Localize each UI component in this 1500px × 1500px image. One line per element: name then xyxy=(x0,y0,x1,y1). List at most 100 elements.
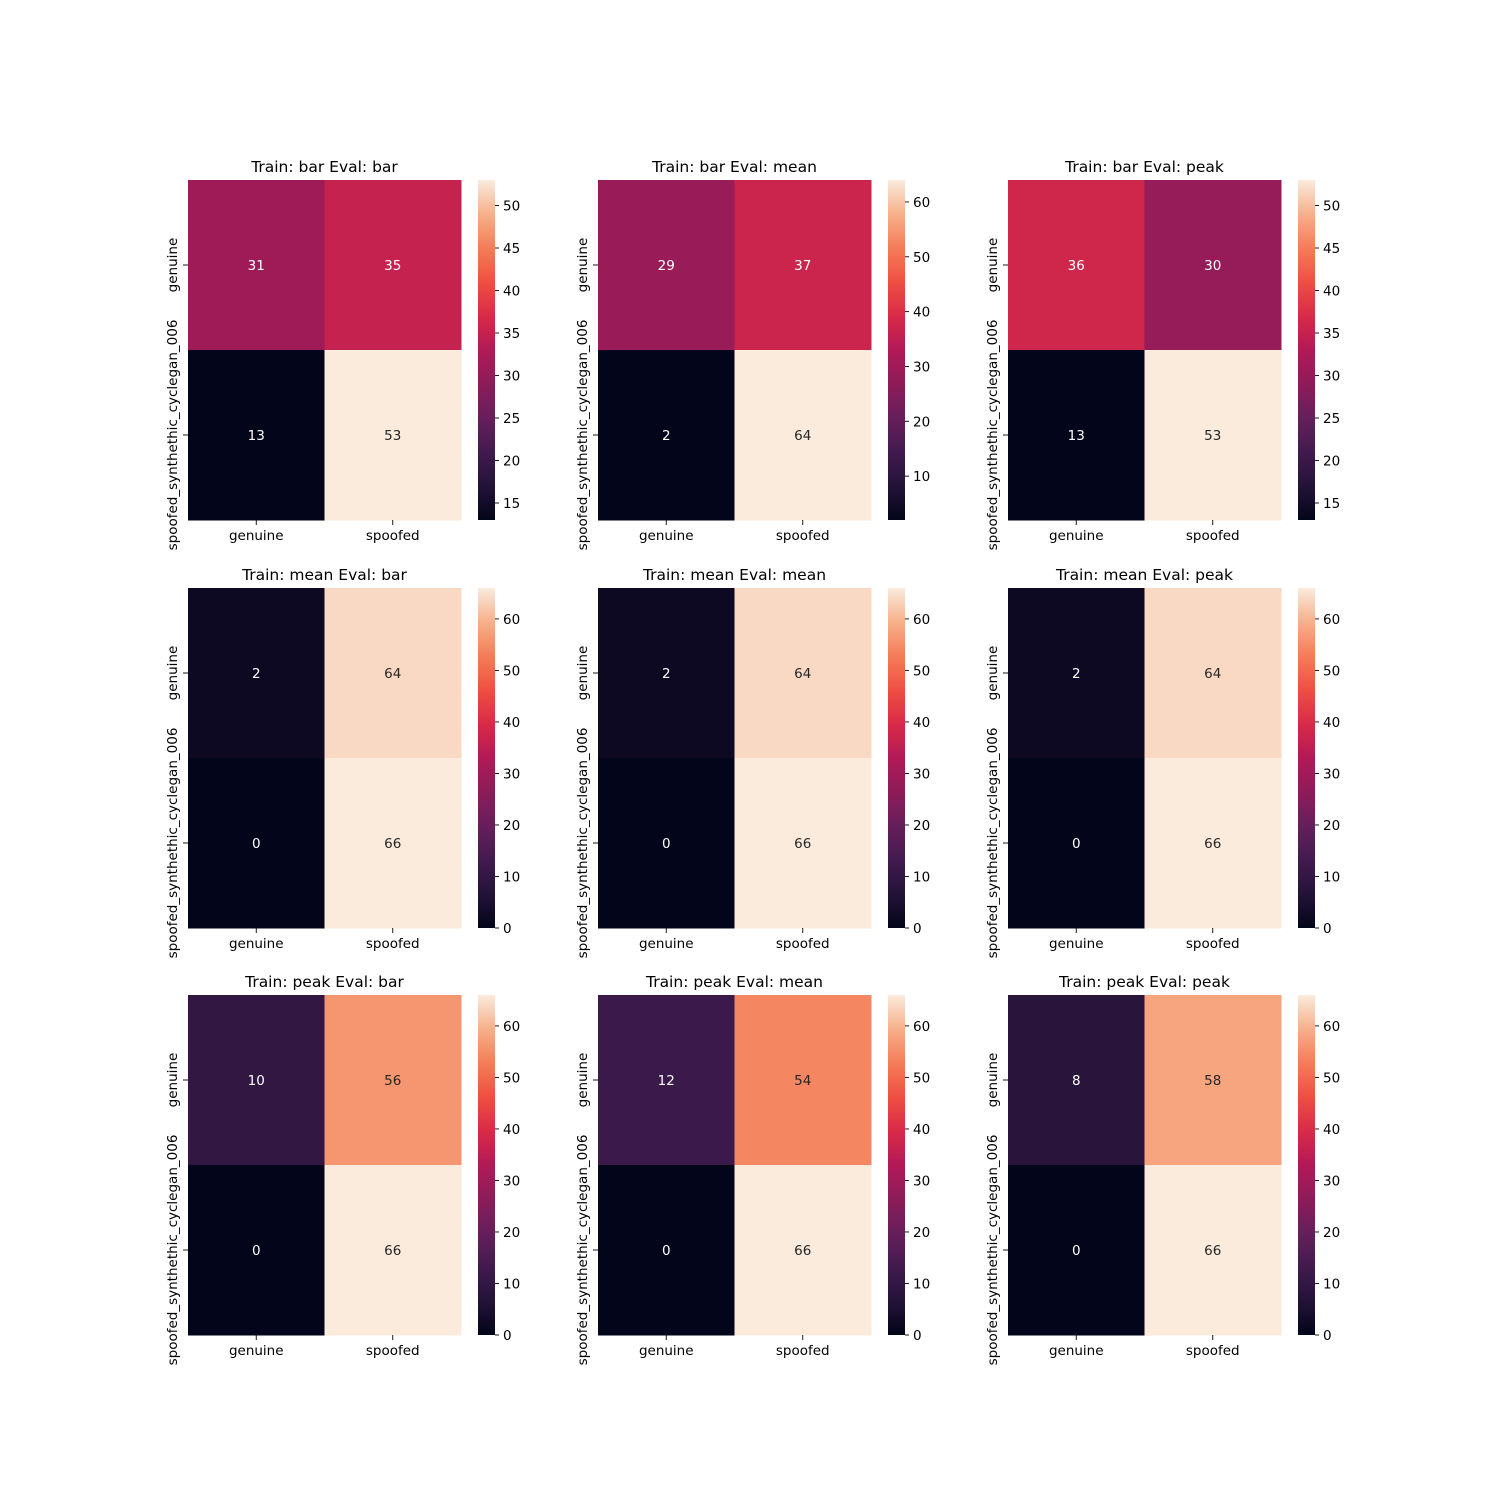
cell-value-label: 0 xyxy=(1072,836,1081,852)
colorbar-tick-label: 30 xyxy=(913,1173,930,1189)
cell-value-label: 64 xyxy=(794,428,811,444)
colorbar-tick-label: 40 xyxy=(913,1122,930,1138)
colorbar-tick-label: 50 xyxy=(1323,663,1340,679)
x-tick-label: genuine xyxy=(1049,528,1104,544)
heatmap-cell xyxy=(324,995,462,1166)
colorbar xyxy=(888,588,905,928)
subplot-6: Train: mean Eval: peak 2 64 0 66 genuine spoof… xyxy=(985,566,1340,958)
colorbar-tick-label: 30 xyxy=(913,359,930,375)
heatmap-cell xyxy=(188,588,325,759)
x-tick-label: genuine xyxy=(229,528,284,544)
colorbar-tick-label: 30 xyxy=(503,766,520,782)
colorbar-tick-label: 20 xyxy=(913,818,930,834)
colorbar xyxy=(478,180,495,520)
colorbar-tick-label: 50 xyxy=(1323,199,1340,215)
heatmap-cell xyxy=(1144,758,1282,929)
colorbar-tick-label: 40 xyxy=(913,715,930,731)
x-tick-label: spoofed xyxy=(366,1343,420,1359)
colorbar-tick-label: 60 xyxy=(1323,1019,1340,1035)
heatmap-cell xyxy=(324,588,462,759)
heatmap-cell xyxy=(1144,995,1282,1166)
colorbar-tick-label: 0 xyxy=(913,1328,922,1344)
colorbar-tick-label: 40 xyxy=(913,305,930,321)
colorbar-tick-label: 0 xyxy=(913,921,922,937)
subplot-title: Train: bar Eval: mean xyxy=(651,158,817,176)
y-tick-label: spoofed_synthethic_cyclegan_006 xyxy=(165,320,181,551)
x-tick-label: spoofed xyxy=(1186,936,1240,952)
colorbar xyxy=(1298,588,1315,928)
colorbar-tick-label: 20 xyxy=(503,818,520,834)
x-tick-label: spoofed xyxy=(366,936,420,952)
heatmap-cell xyxy=(1144,350,1282,521)
x-tick-label: genuine xyxy=(639,936,694,952)
y-tick-label: genuine xyxy=(985,1053,1001,1108)
y-tick-label: spoofed_synthethic_cyclegan_006 xyxy=(985,728,1001,959)
heatmap-cell xyxy=(188,350,325,521)
y-tick-label: spoofed_synthethic_cyclegan_006 xyxy=(165,1135,181,1366)
subplot-title: Train: bar Eval: peak xyxy=(1064,158,1224,176)
colorbar-tick-label: 30 xyxy=(1323,369,1340,385)
colorbar-tick-label: 0 xyxy=(503,1328,512,1344)
colorbar-tick-label: 40 xyxy=(1323,1122,1340,1138)
x-tick-label: spoofed xyxy=(1186,528,1240,544)
cell-value-label: 0 xyxy=(252,836,261,852)
cell-value-label: 66 xyxy=(384,1243,401,1259)
y-tick-label: genuine xyxy=(165,646,181,701)
subplot-2: Train: bar Eval: mean 29 37 2 64 genuine spoof… xyxy=(575,158,930,550)
heatmap-cell xyxy=(734,1165,872,1336)
cell-value-label: 2 xyxy=(662,666,671,682)
cell-value-label: 66 xyxy=(1204,1243,1221,1259)
cell-value-label: 31 xyxy=(248,258,265,274)
cell-value-label: 36 xyxy=(1068,258,1085,274)
subplot-title: Train: peak Eval: bar xyxy=(244,973,404,991)
cell-value-label: 58 xyxy=(1204,1073,1221,1089)
heatmap-cell xyxy=(324,758,462,929)
heatmap-cell xyxy=(188,1165,325,1336)
cell-value-label: 0 xyxy=(1072,1243,1081,1259)
y-tick-label: spoofed_synthethic_cyclegan_006 xyxy=(575,1135,591,1366)
heatmap-cell xyxy=(188,180,325,351)
heatmap-cell xyxy=(1144,588,1282,759)
colorbar-tick-label: 50 xyxy=(503,199,520,215)
y-tick-label: genuine xyxy=(575,1053,591,1108)
cell-value-label: 0 xyxy=(252,1243,261,1259)
colorbar xyxy=(1298,995,1315,1335)
colorbar-tick-label: 30 xyxy=(1323,1173,1340,1189)
x-tick-label: spoofed xyxy=(366,528,420,544)
colorbar-tick-label: 60 xyxy=(913,195,930,211)
colorbar-tick-label: 25 xyxy=(503,411,520,427)
colorbar-tick-label: 20 xyxy=(503,1225,520,1241)
colorbar-tick-label: 10 xyxy=(503,869,520,885)
subplot-4: Train: mean Eval: bar 2 64 0 66 genuine spoofe… xyxy=(165,566,520,958)
heatmap-cell xyxy=(1008,180,1145,351)
cell-value-label: 30 xyxy=(1204,258,1221,274)
subplot-title: Train: mean Eval: mean xyxy=(642,566,826,584)
colorbar-tick-label: 30 xyxy=(1323,766,1340,782)
subplot-8: Train: peak Eval: mean 12 54 0 66 genuine spoo… xyxy=(575,973,930,1365)
y-tick-label: genuine xyxy=(575,238,591,293)
colorbar-tick-label: 30 xyxy=(913,766,930,782)
colorbar xyxy=(478,995,495,1335)
colorbar-tick-label: 20 xyxy=(503,454,520,470)
colorbar-tick-label: 50 xyxy=(913,1070,930,1086)
subplot-title: Train: peak Eval: mean xyxy=(645,973,823,991)
heatmap-cell xyxy=(734,995,872,1166)
colorbar-tick-label: 40 xyxy=(503,1122,520,1138)
colorbar-tick-label: 45 xyxy=(503,241,520,257)
colorbar-tick-label: 10 xyxy=(913,869,930,885)
colorbar-tick-label: 60 xyxy=(913,612,930,628)
heatmap-cell xyxy=(598,758,735,929)
colorbar-tick-label: 60 xyxy=(1323,612,1340,628)
subplot-title: Train: peak Eval: peak xyxy=(1058,973,1230,991)
x-tick-label: genuine xyxy=(1049,1343,1104,1359)
colorbar-tick-label: 50 xyxy=(913,663,930,679)
heatmap-cell xyxy=(598,995,735,1166)
subplot-title: Train: bar Eval: bar xyxy=(250,158,398,176)
heatmap-cell xyxy=(188,758,325,929)
colorbar-tick-label: 15 xyxy=(503,496,520,512)
cell-value-label: 2 xyxy=(252,666,261,682)
x-tick-label: genuine xyxy=(1049,936,1104,952)
colorbar-tick-label: 50 xyxy=(913,250,930,266)
colorbar-tick-label: 0 xyxy=(1323,1328,1332,1344)
x-tick-label: spoofed xyxy=(776,528,830,544)
